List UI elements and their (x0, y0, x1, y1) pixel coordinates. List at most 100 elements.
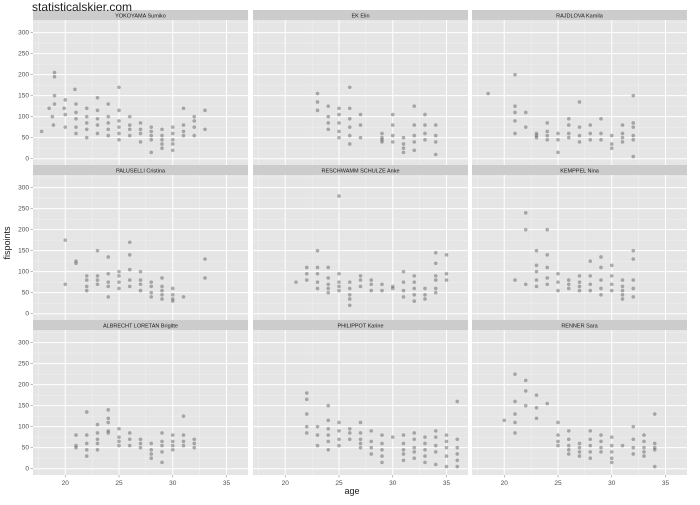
data-point (304, 412, 309, 416)
data-point (358, 431, 363, 435)
data-point (84, 433, 89, 437)
data-point (380, 433, 384, 437)
data-point (117, 125, 121, 129)
facet-label: RESCHWAMM SCHULZE Anke (321, 169, 399, 175)
data-point (631, 278, 636, 282)
data-point (599, 265, 603, 270)
data-point (358, 112, 363, 117)
data-point (609, 450, 614, 454)
data-point (347, 133, 352, 138)
data-point (149, 133, 154, 138)
data-point (326, 418, 331, 423)
facet-strip (472, 10, 687, 20)
data-point (369, 288, 374, 293)
data-point (620, 135, 625, 140)
data-point (642, 445, 646, 450)
data-point (347, 106, 352, 111)
data-point (337, 194, 341, 198)
data-point (181, 443, 186, 448)
y-tick-label: 250 (18, 361, 29, 368)
data-point (315, 108, 320, 113)
data-point (390, 286, 395, 291)
data-point (423, 286, 427, 291)
data-point (63, 125, 68, 129)
panel-background (253, 20, 468, 165)
data-point (203, 257, 207, 261)
data-point (326, 286, 331, 291)
data-point (412, 274, 417, 278)
data-point (556, 131, 560, 136)
data-point (106, 295, 111, 299)
data-point (577, 284, 582, 289)
data-point (203, 108, 207, 113)
data-point (631, 445, 636, 450)
data-point (337, 443, 341, 448)
data-point (326, 403, 331, 408)
data-point (523, 403, 528, 408)
data-point (380, 282, 384, 287)
data-point (433, 443, 438, 448)
data-point (127, 133, 132, 138)
data-point (545, 282, 550, 287)
panel-background (472, 175, 687, 320)
data-point (455, 464, 460, 469)
data-point (52, 74, 57, 79)
data-point (63, 98, 68, 102)
y-tick-label: 100 (18, 424, 29, 431)
data-point (117, 119, 121, 123)
data-point (652, 441, 657, 446)
data-point (609, 133, 614, 138)
data-point (149, 295, 154, 299)
data-point (412, 133, 417, 138)
data-point (577, 274, 582, 278)
data-point (347, 292, 352, 297)
data-point (577, 280, 582, 284)
data-point (127, 123, 132, 127)
data-point (181, 106, 186, 111)
data-point (160, 133, 164, 138)
data-point (566, 131, 571, 136)
data-point (304, 431, 309, 435)
data-point (106, 284, 111, 289)
data-point (170, 297, 175, 301)
data-point (95, 441, 100, 446)
data-point (304, 397, 309, 402)
data-point (347, 431, 352, 435)
data-point (631, 137, 636, 142)
data-point (170, 148, 175, 153)
data-point (369, 439, 374, 444)
data-point (95, 278, 100, 282)
data-point (84, 274, 89, 278)
y-tick-label: 300 (18, 340, 29, 347)
data-point (652, 412, 657, 416)
data-point (117, 108, 121, 113)
data-point (337, 288, 341, 293)
data-point (149, 441, 154, 446)
data-point (181, 295, 186, 299)
data-point (117, 286, 121, 291)
data-point (337, 135, 341, 140)
data-point (337, 280, 341, 284)
data-point (631, 257, 636, 261)
data-point (401, 146, 406, 150)
data-point (566, 135, 571, 140)
data-point (337, 271, 341, 276)
data-point (347, 280, 352, 284)
data-point (566, 116, 571, 121)
facet-label: ALBRECHT LORETAN Brigitte (103, 324, 178, 330)
facet-strip (472, 320, 687, 330)
data-point (534, 133, 539, 138)
panel-background (33, 330, 248, 475)
data-point (160, 443, 164, 448)
data-point (192, 133, 197, 138)
data-point (73, 87, 77, 92)
data-point (304, 271, 309, 276)
data-point (74, 445, 78, 450)
data-point (556, 288, 560, 293)
data-point (106, 408, 111, 412)
y-tick-label: 300 (18, 30, 29, 37)
data-point (631, 248, 636, 253)
data-point (181, 433, 186, 437)
x-tick-label: 30 (608, 480, 616, 487)
data-point (513, 104, 517, 108)
